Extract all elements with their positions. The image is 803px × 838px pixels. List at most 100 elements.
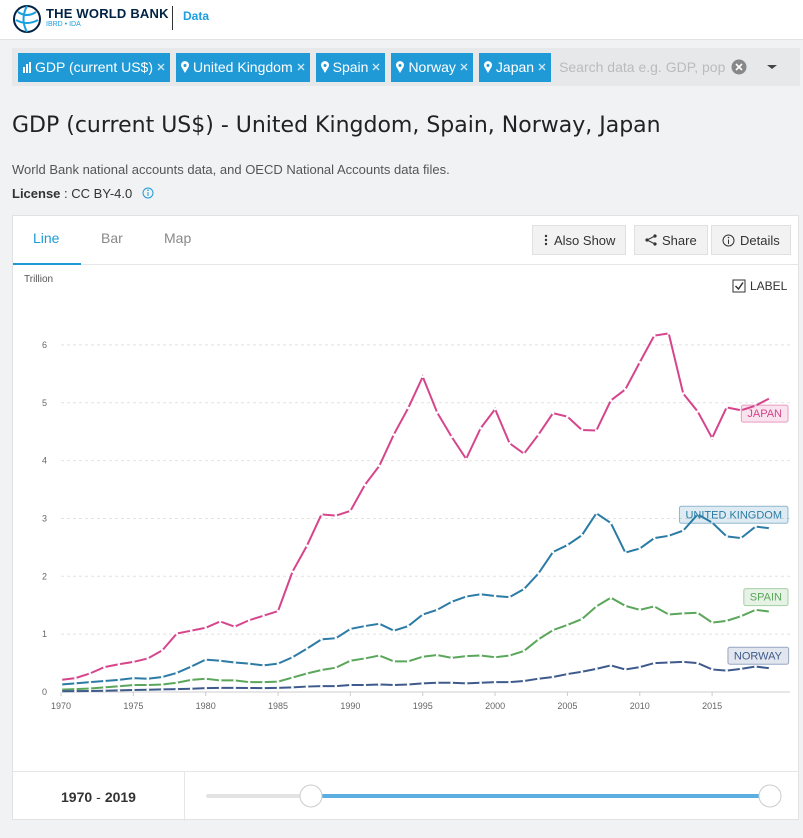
- brand[interactable]: THE WORLD BANK: [46, 6, 169, 21]
- data-point: [334, 636, 338, 640]
- share-button[interactable]: Share: [634, 225, 708, 255]
- tab-map[interactable]: Map: [164, 230, 192, 246]
- filter-chip[interactable]: Norway: [391, 52, 473, 82]
- slider-handle[interactable]: [299, 784, 323, 808]
- data-point: [681, 660, 685, 664]
- data-point: [696, 513, 699, 516]
- filter-chip[interactable]: GDP (current US$): [18, 52, 170, 82]
- data-point: [667, 613, 671, 616]
- data-point: [334, 666, 338, 670]
- dropdown-icon[interactable]: [765, 62, 779, 72]
- data-point: [276, 680, 280, 683]
- data-point: [450, 681, 453, 685]
- data-point: [233, 679, 236, 682]
- data-point: [218, 620, 222, 623]
- range-slider[interactable]: [193, 772, 793, 821]
- series-label-box: [743, 588, 789, 607]
- data-point: [566, 672, 569, 676]
- details-button[interactable]: Details: [711, 225, 791, 255]
- data-point: [103, 686, 106, 689]
- data-point: [754, 525, 757, 528]
- also-show-button[interactable]: Also Show: [532, 225, 627, 255]
- brand-sub: IBRD • IDA: [46, 21, 81, 28]
- data-point: [508, 654, 511, 657]
- filter-bar: GDP (current US$) United Kingdom Spain Norw…: [12, 48, 800, 86]
- data-point: [681, 392, 685, 395]
- tab-bar[interactable]: Bar: [101, 230, 123, 246]
- data-point: [667, 534, 671, 538]
- search-input[interactable]: Search data e.g. GDP, pop: [559, 59, 726, 75]
- clear-icon[interactable]: [731, 59, 747, 75]
- icon-pin: [181, 61, 189, 73]
- data-point: [146, 683, 150, 687]
- chart-card: Line Bar Map Also Show Share Details Tri…: [12, 215, 799, 821]
- data-point: [117, 678, 121, 682]
- indicator-icon: [23, 62, 31, 73]
- data-point: [522, 452, 526, 455]
- section[interactable]: Data: [183, 9, 210, 23]
- x-tick-label: 1970: [51, 701, 71, 711]
- y-tick-label: 5: [42, 398, 47, 408]
- data-point: [435, 608, 439, 612]
- data-point: [349, 627, 352, 631]
- data-point: [305, 672, 309, 675]
- label-toggle[interactable]: LABEL: [750, 279, 788, 293]
- slider-handle[interactable]: [758, 784, 782, 808]
- remove-icon[interactable]: [296, 62, 306, 72]
- data-point: [406, 660, 410, 663]
- data-point: [291, 655, 294, 659]
- data-point: [652, 334, 656, 337]
- data-point: [117, 689, 121, 692]
- data-point: [566, 415, 569, 418]
- data-point: [363, 483, 367, 487]
- x-tick-label: 1975: [123, 701, 143, 711]
- icon-bar: [23, 67, 25, 73]
- remove-icon[interactable]: [371, 62, 381, 72]
- info-icon[interactable]: [142, 187, 154, 199]
- tab-divider: [13, 264, 798, 265]
- series-label: NORWAY: [734, 650, 783, 662]
- data-point: [189, 665, 193, 668]
- filter-chip[interactable]: Japan: [478, 52, 552, 82]
- label-checkbox[interactable]: [732, 279, 746, 293]
- logo-ring: [13, 5, 41, 33]
- data-point: [522, 649, 526, 653]
- data-point: [450, 600, 453, 604]
- remove-cross: [538, 63, 546, 71]
- data-point: [175, 681, 179, 685]
- series-label: JAPAN: [747, 408, 782, 420]
- source: World Bank national accounts data, and O…: [12, 162, 450, 177]
- data-point: [349, 683, 352, 687]
- filter-chip[interactable]: United Kingdom: [176, 52, 310, 82]
- data-point: [406, 624, 410, 628]
- x-tick-label: 2015: [702, 701, 722, 711]
- series-label-box: [678, 505, 789, 524]
- data-point: [392, 433, 396, 436]
- data-point: [595, 429, 598, 432]
- data-point: [392, 629, 396, 632]
- x-tick-label: 1985: [268, 701, 288, 711]
- data-point: [710, 621, 714, 624]
- series-line: [60, 596, 771, 691]
- remove-icon[interactable]: [459, 62, 469, 72]
- data-point: [204, 677, 207, 680]
- license-value: CC BY-4.0: [71, 186, 133, 201]
- logo[interactable]: [12, 4, 42, 34]
- data-point: [537, 677, 540, 680]
- remove-icon[interactable]: [156, 62, 166, 72]
- data-point: [739, 536, 743, 540]
- data-point: [566, 623, 569, 627]
- data-point: [522, 679, 526, 683]
- data-point: [160, 675, 164, 679]
- filter-chip[interactable]: Spain: [315, 52, 386, 82]
- data-point: [363, 624, 367, 628]
- data-point: [508, 441, 511, 445]
- data-point: [305, 544, 309, 547]
- data-point: [103, 689, 106, 693]
- remove-icon[interactable]: [537, 62, 547, 72]
- y-tick-label: 6: [42, 340, 47, 350]
- tab-line[interactable]: Line: [33, 230, 60, 246]
- data-point: [450, 656, 453, 660]
- data-point: [247, 686, 251, 690]
